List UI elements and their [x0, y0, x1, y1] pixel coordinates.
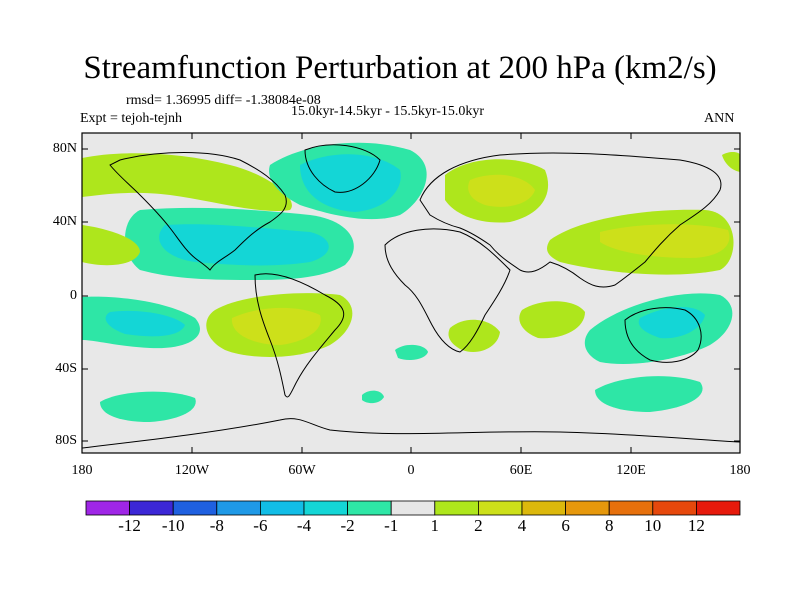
x-tick-label: 60W [288, 463, 316, 478]
y-tick-label: 80N [52, 141, 77, 156]
colorbar-label: 1 [430, 516, 440, 535]
contour-neg-south-atlantic [395, 344, 428, 360]
colorbar-swatch [477, 500, 523, 516]
contour-fills [82, 142, 740, 422]
colorbar-label: 10 [644, 516, 662, 535]
contour-neg-south-atlantic-2 [362, 390, 384, 404]
colorbar-swatch [216, 500, 261, 516]
colorbar-swatch [434, 500, 479, 516]
y-tick-label: 40S [55, 361, 77, 376]
y-tick-label: 40N [52, 214, 77, 229]
colorbar-swatch [259, 500, 305, 516]
colorbar-swatch [129, 500, 174, 516]
coastline-africa [384, 228, 511, 353]
coastline-australia [624, 307, 702, 363]
colorbar-swatch [521, 500, 566, 516]
colorbar [85, 500, 741, 516]
colorbar-label: -8 [209, 516, 224, 535]
contour-neg-se-pacific [595, 376, 703, 412]
colorbar-label: -12 [118, 516, 141, 535]
chart-title: Streamfunction Perturbation at 200 hPa (… [83, 50, 717, 86]
x-tick-label: 180 [729, 463, 751, 478]
contour-pos-south-america-core [231, 307, 321, 345]
coastline-eurasia [419, 152, 722, 288]
experiment-label: Expt = tejoh-tejnh [80, 111, 182, 126]
x-tick-label: 60E [509, 463, 533, 478]
contour-neg-greenland-core [300, 154, 401, 212]
coastline-antarctica [82, 418, 740, 449]
colorbar-swatch [347, 500, 392, 516]
colorbar-swatch [652, 500, 697, 516]
colorbar-label: -1 [384, 516, 399, 535]
x-tick-label: 0 [407, 463, 415, 478]
contour-neg-southern-ocean [100, 391, 196, 422]
x-tick-label: 180 [71, 463, 93, 478]
contour-pos-arctic-east [722, 151, 740, 172]
colorbar-swatch [608, 500, 654, 516]
colorbar-swatch [172, 500, 218, 516]
colorbar-swatch [565, 500, 610, 516]
y-tick-label: 80S [55, 433, 77, 448]
contour-pos-north-pacific [82, 153, 292, 212]
coastlines [82, 144, 740, 449]
colorbar-label: 12 [687, 516, 705, 535]
y-tick-label: 0 [70, 288, 77, 303]
colorbar-label: 2 [474, 516, 483, 535]
coastline-north-america [109, 152, 287, 271]
colorbar-swatch [696, 500, 741, 516]
contour-neg-australia-core [638, 307, 705, 339]
colorbar-swatch [303, 500, 348, 516]
stats-label: rmsd= 1.36995 diff= -1.38084e-08 [126, 93, 321, 108]
colorbar-label: 8 [604, 516, 614, 535]
colorbar-swatch [85, 500, 130, 516]
tick-marks [81, 133, 741, 453]
contour-neg-south-pacific-core [105, 310, 185, 337]
colorbar-label: 4 [517, 516, 527, 535]
contour-pos-north-asia-pacific-core [600, 224, 730, 258]
colorbar-label: -10 [161, 516, 185, 535]
contour-pos-eurasia-core [468, 174, 535, 207]
time-range-label: 15.0kyr-14.5kyr - 15.5kyr-15.0kyr [291, 104, 485, 119]
contour-neg-subtropical-core [159, 224, 329, 266]
colorbar-label: -6 [253, 516, 268, 535]
coastline-south-america [254, 273, 345, 398]
x-tick-label: 120E [616, 463, 646, 478]
x-tick-label: 120W [174, 463, 210, 478]
contour-pos-indian [519, 301, 585, 339]
contour-pos-west-pacific [82, 225, 140, 266]
colorbar-label: -4 [296, 516, 312, 535]
colorbar-label: -2 [340, 516, 355, 535]
colorbar-swatch [390, 500, 436, 516]
colorbar-label: 6 [561, 516, 570, 535]
coastline-greenland [304, 144, 381, 193]
season-label: ANN [704, 111, 735, 126]
